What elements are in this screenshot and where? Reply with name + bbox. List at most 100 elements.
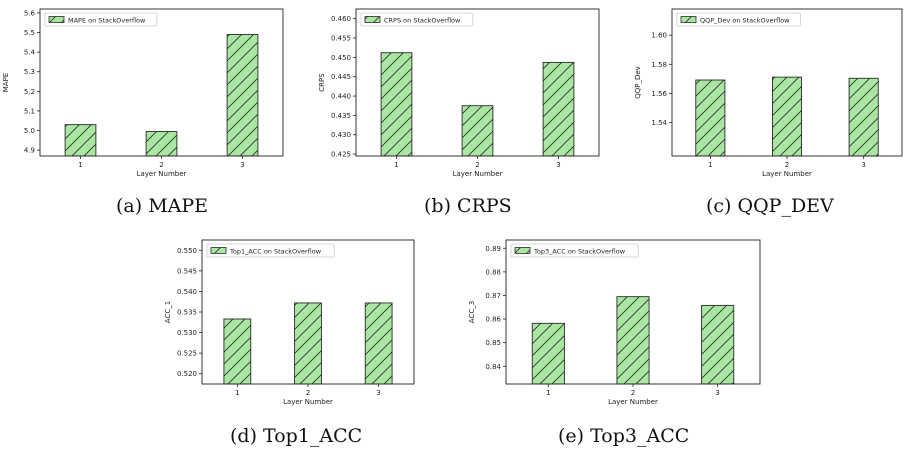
bar-3 <box>848 77 879 157</box>
x-axis-label: Layer Number <box>453 170 503 178</box>
chart-svg: 1 2 3 1.54 1.56 1.58 1.60 Layer Number QQP_Dev QQ… <box>634 8 903 178</box>
x-tick-label: 2 <box>306 389 310 397</box>
plot-frame <box>671 8 903 157</box>
plot-frame <box>39 8 284 157</box>
chart-qqp-dev: 1 2 3 1.54 1.56 1.58 1.60 Layer Number QQP_Dev QQ… <box>0 0 907 190</box>
x-tick-label: 1 <box>394 161 398 169</box>
chart-crps: 1 2 3 0.425 0.430 0.435 0.440 0.445 0.450 0.455 0.… <box>0 0 610 190</box>
x-axis-label: Layer Number <box>137 170 187 178</box>
y-tick-label: 0.460 <box>331 15 351 23</box>
y-tick-label: 0.450 <box>331 54 351 62</box>
y-tick-label: 0.525 <box>177 350 197 358</box>
y-axis-label: ACC_1 <box>164 301 172 323</box>
y-axis-label: MAPE <box>2 73 10 92</box>
legend-swatch <box>364 16 381 23</box>
x-tick-label: 2 <box>631 389 635 397</box>
legend <box>510 243 639 258</box>
x-tick-label: 2 <box>785 161 789 169</box>
y-tick-label: 0.535 <box>177 309 197 317</box>
y-tick-label: 0.430 <box>331 131 351 139</box>
x-axis-label: Layer Number <box>608 398 658 406</box>
y-tick-label: 0.86 <box>485 316 501 324</box>
y-axis-label: QQP_Dev <box>634 66 642 99</box>
bar-2 <box>616 296 650 385</box>
bar-1 <box>223 318 252 385</box>
legend-swatch <box>680 16 697 23</box>
y-tick-label: 5.5 <box>24 29 35 37</box>
y-tick-label: 4.9 <box>24 147 35 155</box>
x-tick-label: 3 <box>376 389 380 397</box>
chart-top3-acc: 1 2 3 0.84 0.85 0.86 0.87 0.88 0.89 Layer Number A… <box>468 239 761 406</box>
caption-top3-acc: (e) Top3_ACC <box>558 425 690 447</box>
legend-swatch <box>210 247 227 254</box>
y-axis-label: ACC_3 <box>468 301 476 323</box>
y-tick-label: 0.88 <box>485 268 501 276</box>
bar-3 <box>226 34 259 157</box>
legend-label: MAPE on StackOverflow <box>68 16 146 24</box>
bar-2 <box>294 302 322 385</box>
bar-3 <box>542 61 575 157</box>
chart-svg: 1 2 3 0.425 0.430 0.435 0.440 0.445 0.450 0.455 0.… <box>318 8 600 178</box>
y-axis-label: CRPS <box>318 73 326 92</box>
y-tick-label: 1.58 <box>651 61 667 69</box>
y-tick-label: 0.520 <box>177 370 197 378</box>
x-axis-label: Layer Number <box>283 398 333 406</box>
legend-label: QQP_Dev on StackOverflow <box>700 16 790 24</box>
legend <box>360 12 474 27</box>
y-tick-label: 1.54 <box>651 119 667 127</box>
bar-3 <box>701 304 735 385</box>
legend <box>44 12 158 27</box>
caption-top1-acc: (d) Top1_ACC <box>230 425 363 447</box>
x-tick-label: 2 <box>159 161 163 169</box>
y-tick-label: 0.455 <box>331 35 351 43</box>
legend-label: Top1_ACC on StackOverflow <box>229 247 322 255</box>
y-tick-label: 0.440 <box>331 93 351 101</box>
legend-swatch <box>514 247 531 254</box>
x-tick-label: 1 <box>235 389 239 397</box>
x-tick-label: 3 <box>715 389 719 397</box>
y-tick-label: 5.6 <box>24 9 36 17</box>
caption-crps: (b) CRPS <box>424 195 512 217</box>
x-tick-label: 3 <box>240 161 244 169</box>
y-tick-label: 0.530 <box>177 329 197 337</box>
legend-label: Top3_ACC on StackOverflow <box>533 247 626 255</box>
y-tick-label: 5.3 <box>24 68 35 76</box>
plot-frame <box>355 8 600 157</box>
legend <box>676 12 801 27</box>
x-tick-label: 3 <box>556 161 560 169</box>
y-tick-label: 5.4 <box>24 49 36 57</box>
bar-2 <box>771 76 803 157</box>
y-tick-label: 0.435 <box>331 112 351 120</box>
y-tick-label: 5.1 <box>24 107 35 115</box>
x-tick-label: 1 <box>546 389 550 397</box>
y-tick-label: 0.545 <box>177 267 197 275</box>
caption-mape: (a) MAPE <box>116 195 209 217</box>
y-tick-label: 0.425 <box>331 151 351 159</box>
x-tick-label: 3 <box>861 161 865 169</box>
chart-top1-acc: 1 2 3 0.520 0.525 0.530 0.535 0.540 0.545 0.550 La… <box>0 0 450 420</box>
bar-1 <box>64 124 97 157</box>
caption-qqp-dev: (c) QQP_DEV <box>706 195 834 217</box>
legend-label: CRPS on StackOverflow <box>384 16 461 24</box>
plot-frame <box>505 239 761 385</box>
x-tick-label: 1 <box>78 161 82 169</box>
y-tick-label: 5.2 <box>24 88 35 96</box>
y-tick-label: 5.0 <box>24 127 35 135</box>
x-tick-label: 1 <box>708 161 712 169</box>
y-tick-label: 1.56 <box>651 90 667 98</box>
chart-mape: 1 2 3 4.9 5.0 5.1 5.2 5.3 5.4 5.5 5.6 Layer Number M… <box>0 0 300 190</box>
bar-1 <box>380 52 413 157</box>
y-tick-label: 0.89 <box>485 245 501 253</box>
plot-frame <box>201 239 415 385</box>
y-tick-label: 0.445 <box>331 73 351 81</box>
chart-svg: 1 2 3 0.84 0.85 0.86 0.87 0.88 0.89 Layer Number A… <box>468 239 761 406</box>
x-axis-label: Layer Number <box>762 170 812 178</box>
y-tick-label: 1.60 <box>651 32 667 40</box>
y-tick-label: 0.84 <box>485 363 501 371</box>
y-tick-label: 0.87 <box>485 292 501 300</box>
legend <box>206 243 335 258</box>
bar-2 <box>461 105 494 157</box>
x-tick-label: 2 <box>475 161 479 169</box>
chart-svg: 1 2 3 0.520 0.525 0.530 0.535 0.540 0.545 0.550 La… <box>164 239 415 406</box>
legend-swatch <box>48 16 65 23</box>
